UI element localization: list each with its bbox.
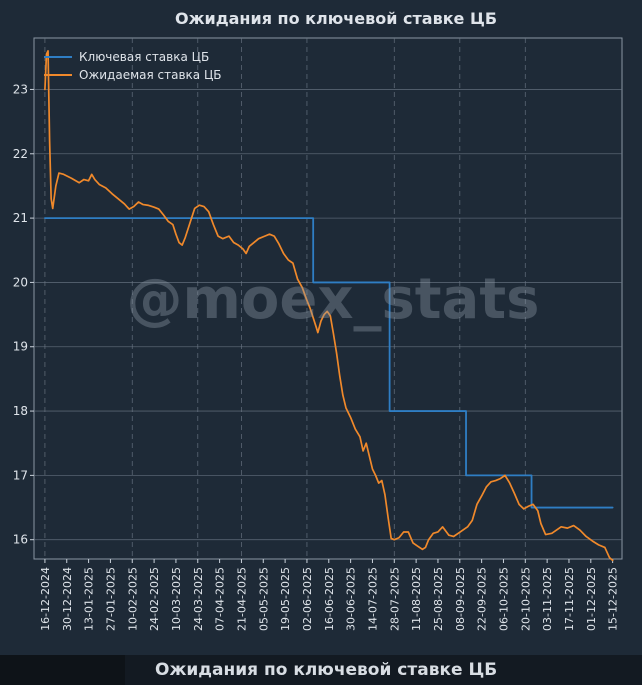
x-tick-label: 07-04-2025: [214, 567, 227, 631]
x-tick-label: 19-05-2025: [279, 567, 292, 631]
x-tick-label: 02-06-2025: [301, 567, 314, 631]
y-tick-label: 19: [13, 340, 28, 354]
chart-title: Ожидания по ключевой ставке ЦБ: [175, 9, 497, 28]
y-tick-label: 17: [13, 468, 28, 482]
bottom-strip-left: [0, 655, 125, 685]
x-tick-label: 13-01-2025: [83, 567, 96, 631]
y-tick-label: 16: [13, 533, 28, 547]
legend: Ключевая ставка ЦБ Ожидаемая ставка ЦБ: [44, 50, 222, 82]
x-tick-label: 10-03-2025: [170, 567, 183, 631]
x-tick-label: 16-06-2025: [323, 567, 336, 631]
x-tick-label: 20-10-2025: [519, 567, 532, 631]
y-tick-label: 23: [13, 82, 28, 96]
y-tick-label: 22: [13, 147, 28, 161]
series-line-key-rate: [44, 217, 614, 509]
legend-label: Ожидаемая ставка ЦБ: [79, 68, 222, 82]
y-tick-label: 18: [13, 404, 28, 418]
x-tick-label: 28-07-2025: [388, 567, 401, 631]
x-tick-label: 10-02-2025: [126, 567, 139, 631]
x-tick-label: 05-05-2025: [257, 567, 270, 631]
x-tick-label: 30-12-2024: [61, 567, 74, 631]
x-tick-label: 24-02-2025: [148, 567, 161, 631]
x-tick-label: 24-03-2025: [192, 567, 205, 631]
bottom-caption: Ожидания по ключевой ставке ЦБ: [155, 660, 498, 680]
x-tick-label: 21-04-2025: [235, 567, 248, 631]
x-tick-label: 30-06-2025: [345, 567, 358, 631]
series-line-expected-rate: [44, 50, 614, 562]
x-tick-label: 25-08-2025: [432, 567, 445, 631]
watermark: @moex_stats: [127, 267, 540, 332]
x-tick-label: 03-11-2025: [541, 567, 554, 631]
x-tick-label: 16-12-2024: [39, 567, 52, 631]
x-tick-label: 11-08-2025: [410, 567, 423, 631]
x-tick-label: 27-01-2025: [104, 567, 117, 631]
x-tick-label: 15-12-2025: [607, 567, 620, 631]
legend-label: Ключевая ставка ЦБ: [79, 50, 209, 64]
x-tick-label: 14-07-2025: [366, 567, 379, 631]
y-tick-label: 21: [13, 211, 28, 225]
y-tick-label: 20: [13, 275, 28, 289]
x-tick-label: 17-11-2025: [563, 567, 576, 631]
x-tick-label: 22-09-2025: [476, 567, 489, 631]
x-tick-label: 06-10-2025: [497, 567, 510, 631]
plot-area: 16 17 18 19 20 21 22 23 16-12-2024 30-12-2024 13-0…: [13, 37, 623, 631]
x-tick-label: 08-09-2025: [454, 567, 467, 631]
x-tick-label: 01-12-2025: [585, 567, 598, 631]
